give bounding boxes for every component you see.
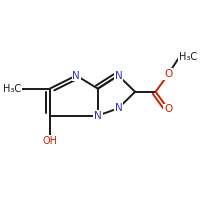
Text: N: N: [115, 71, 122, 81]
Text: N: N: [72, 71, 80, 81]
Text: O: O: [164, 104, 173, 114]
Text: H₃C: H₃C: [3, 84, 21, 94]
Text: N: N: [94, 111, 102, 121]
Text: O: O: [164, 69, 173, 79]
Text: H₃C: H₃C: [179, 52, 197, 62]
Text: N: N: [115, 103, 122, 113]
Text: OH: OH: [42, 136, 57, 146]
